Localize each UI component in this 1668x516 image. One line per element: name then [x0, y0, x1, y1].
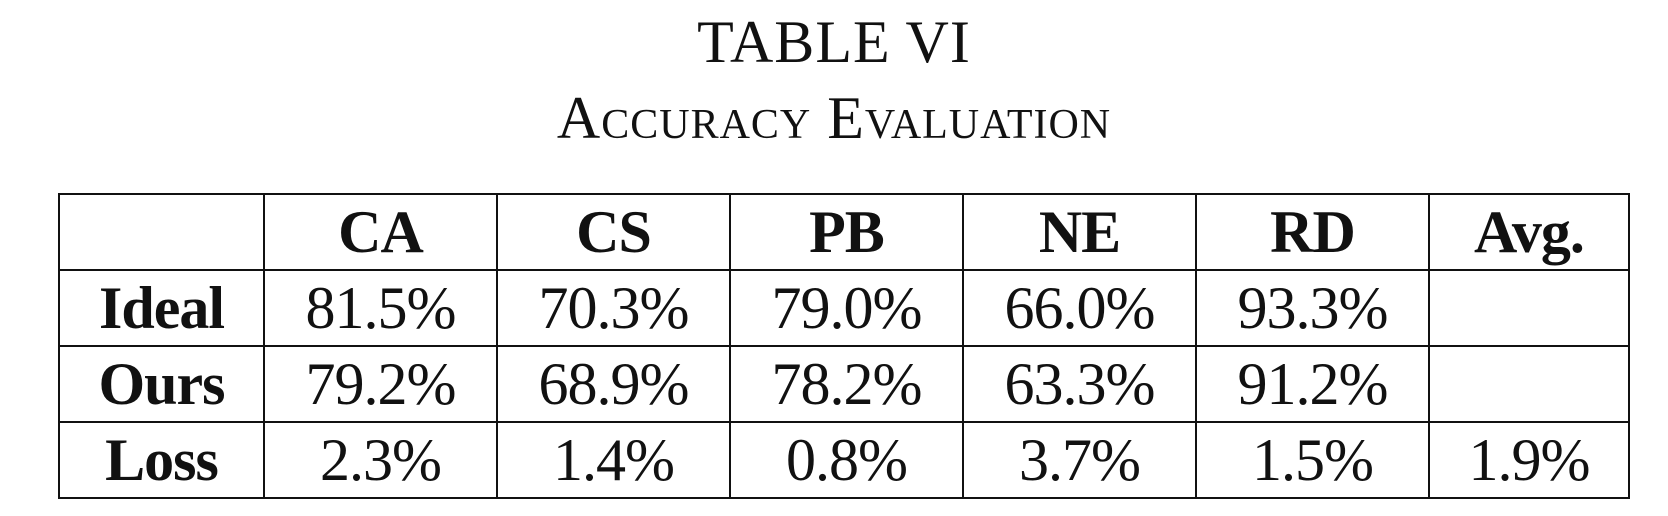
cell-ideal-rd: 93.3%	[1195, 269, 1430, 347]
header-pb: PB	[729, 193, 964, 271]
header-ne: NE	[962, 193, 1197, 271]
cell-loss-cs: 1.4%	[496, 421, 731, 499]
cell-ours-ca: 79.2%	[263, 345, 498, 423]
cell-loss-ne: 3.7%	[962, 421, 1197, 499]
cell-ideal-ne: 66.0%	[962, 269, 1197, 347]
table-row: Ideal 81.5% 70.3% 79.0% 66.0% 93.3%	[58, 269, 1630, 347]
cell-ours-ne: 63.3%	[962, 345, 1197, 423]
row-label-loss: Loss	[58, 421, 265, 499]
table-title: Accuracy Evaluation	[556, 85, 1112, 151]
cell-ideal-cs: 70.3%	[496, 269, 731, 347]
header-rd: RD	[1195, 193, 1430, 271]
table-number: TABLE VI	[697, 9, 971, 75]
cell-ideal-pb: 79.0%	[729, 269, 964, 347]
header-corner	[58, 193, 265, 271]
cell-loss-pb: 0.8%	[729, 421, 964, 499]
cell-ours-pb: 78.2%	[729, 345, 964, 423]
row-label-ideal: Ideal	[58, 269, 265, 347]
cell-ours-avg	[1428, 345, 1630, 423]
table-row: Ours 79.2% 68.9% 78.2% 63.3% 91.2%	[58, 345, 1630, 423]
header-ca: CA	[263, 193, 498, 271]
cell-ours-rd: 91.2%	[1195, 345, 1430, 423]
cell-ideal-avg	[1428, 269, 1630, 347]
row-label-ours: Ours	[58, 345, 265, 423]
cell-ours-cs: 68.9%	[496, 345, 731, 423]
cell-loss-avg: 1.9%	[1428, 421, 1630, 499]
cell-ideal-ca: 81.5%	[263, 269, 498, 347]
header-cs: CS	[496, 193, 731, 271]
header-avg: Avg.	[1428, 193, 1630, 271]
table-row: Loss 2.3% 1.4% 0.8% 3.7% 1.5% 1.9%	[58, 421, 1630, 499]
header-row: CA CS PB NE RD Avg.	[58, 193, 1630, 271]
cell-loss-rd: 1.5%	[1195, 421, 1430, 499]
accuracy-table: CA CS PB NE RD Avg. Ideal 81.5% 70.3% 79…	[58, 193, 1630, 499]
cell-loss-ca: 2.3%	[263, 421, 498, 499]
